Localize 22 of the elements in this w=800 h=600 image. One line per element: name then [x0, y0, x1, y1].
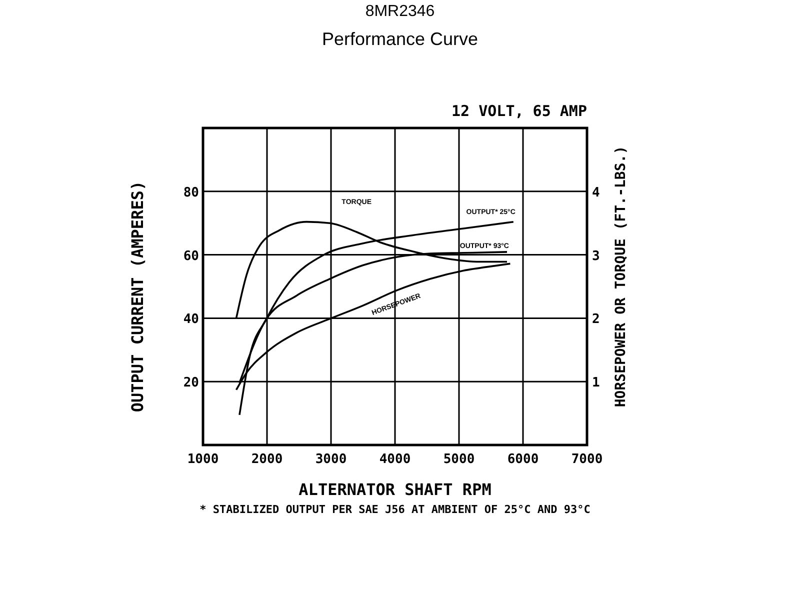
x-axis-title: ALTERNATOR SHAFT RPM: [298, 480, 492, 499]
x-tick-label: 6000: [507, 452, 539, 467]
y-axis-title: OUTPUT CURRENT (AMPERES): [128, 180, 147, 412]
x-tick-label: 5000: [443, 452, 475, 467]
chart-subtitle: Performance Curve: [322, 29, 478, 49]
text: * STABILIZED OUTPUT PER SAE J56 AT AMBIENT OF 25°C AND 93°C: [200, 503, 590, 516]
y-tick-label: 80: [183, 185, 200, 200]
text: 12 VOLT, 65 AMP: [452, 102, 587, 120]
y2-tick-label: 4: [592, 185, 600, 200]
x-tick-label: 1000: [187, 452, 219, 467]
y-tick-label: 20: [183, 376, 200, 391]
y2-tick-label: 1: [592, 376, 600, 391]
x-tick-label: 2000: [251, 452, 283, 467]
x-tick-label: 4000: [379, 452, 411, 467]
y2-axis-title: HORSEPOWER OR TORQUE (FT.-LBS.): [613, 146, 629, 408]
y2-tick-label: 2: [592, 312, 600, 328]
x-tick-label: 7000: [571, 452, 603, 467]
y-tick-label: 60: [183, 248, 200, 264]
y-tick-label: 40: [183, 312, 200, 328]
x-tick-label: 3000: [315, 452, 347, 467]
y2-tick-label: 3: [592, 248, 600, 264]
chart-title: 8MR2346: [365, 3, 435, 20]
